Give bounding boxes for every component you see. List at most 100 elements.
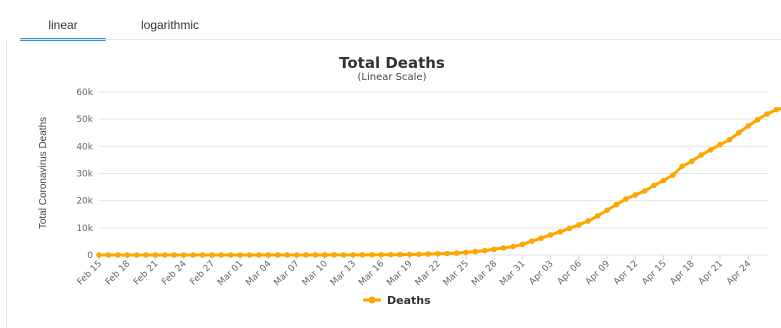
data-point[interactable]	[199, 252, 206, 258]
data-point[interactable]	[491, 246, 497, 253]
chart-border	[6, 40, 7, 328]
data-point[interactable]	[641, 188, 648, 194]
data-point[interactable]	[434, 250, 441, 257]
data-point[interactable]	[726, 137, 733, 143]
data-point[interactable]	[670, 172, 676, 178]
x-tick-label: Mar 16	[357, 259, 386, 288]
data-point[interactable]	[416, 251, 422, 258]
data-point[interactable]	[387, 251, 394, 258]
data-point[interactable]	[274, 252, 281, 258]
data-point[interactable]	[115, 252, 121, 258]
data-point[interactable]	[124, 252, 131, 258]
data-point[interactable]	[472, 248, 479, 255]
data-point[interactable]	[651, 182, 657, 189]
chart-title: Total Deaths	[339, 54, 445, 72]
data-point[interactable]	[481, 247, 488, 254]
data-point[interactable]	[265, 252, 272, 258]
data-point[interactable]	[717, 141, 723, 148]
data-point[interactable]	[585, 218, 592, 224]
data-point[interactable]	[707, 147, 714, 153]
data-point[interactable]	[105, 252, 112, 258]
data-point[interactable]	[237, 252, 243, 258]
data-point[interactable]	[566, 225, 573, 232]
data-point[interactable]	[350, 252, 356, 258]
data-point[interactable]	[754, 116, 761, 123]
data-point[interactable]	[171, 252, 178, 258]
data-point[interactable]	[594, 213, 601, 219]
data-point[interactable]	[331, 252, 338, 258]
legend-swatch-marker	[368, 296, 376, 304]
data-point[interactable]	[143, 252, 149, 258]
tab-logarithmic[interactable]: logarithmic	[140, 18, 200, 32]
data-point[interactable]	[293, 252, 300, 258]
data-point[interactable]	[246, 252, 253, 258]
data-point[interactable]	[96, 252, 102, 258]
data-point[interactable]	[735, 129, 742, 136]
tab-linear[interactable]: linear	[48, 18, 78, 32]
data-point[interactable]	[576, 222, 582, 228]
data-point[interactable]	[773, 106, 780, 113]
data-point[interactable]	[463, 249, 469, 256]
x-tick-label: Mar 01	[216, 259, 245, 288]
data-point[interactable]	[444, 250, 450, 257]
data-point[interactable]	[133, 252, 140, 258]
x-tick-label: Apr 21	[697, 259, 725, 287]
data-point[interactable]	[152, 252, 159, 258]
data-point[interactable]	[604, 207, 610, 213]
data-point[interactable]	[256, 252, 262, 258]
data-point[interactable]	[500, 245, 507, 251]
x-tick-label: Mar 25	[442, 259, 471, 288]
x-tick-label: Mar 07	[272, 259, 301, 288]
scale-tabs: linear logarithmic	[0, 0, 781, 42]
data-point[interactable]	[745, 123, 751, 129]
data-point[interactable]	[378, 251, 385, 258]
series-deaths	[96, 106, 781, 258]
data-point[interactable]	[623, 196, 629, 202]
y-axis-label: Total Coronavirus Deaths	[38, 117, 49, 229]
data-point[interactable]	[190, 252, 196, 258]
data-point[interactable]	[613, 201, 620, 208]
x-tick-label: Apr 03	[528, 259, 556, 287]
legend[interactable]: Deaths	[363, 294, 431, 307]
data-point[interactable]	[660, 177, 667, 184]
data-point[interactable]	[359, 252, 366, 258]
data-point[interactable]	[322, 252, 328, 258]
data-point[interactable]	[397, 251, 403, 258]
tabs-divider	[20, 39, 781, 40]
y-tick-label: 40k	[76, 142, 93, 152]
data-point[interactable]	[162, 252, 168, 258]
data-point[interactable]	[303, 252, 309, 258]
data-point[interactable]	[698, 152, 704, 158]
data-point[interactable]	[519, 241, 526, 248]
chart-subtitle: (Linear Scale)	[358, 72, 427, 83]
data-point[interactable]	[632, 192, 639, 198]
x-tick-label: Feb 15	[76, 259, 104, 287]
data-point[interactable]	[679, 163, 686, 169]
y-tick-label: 60k	[76, 88, 93, 98]
data-point[interactable]	[340, 252, 347, 258]
data-point[interactable]	[557, 229, 563, 235]
x-tick-label: Mar 28	[470, 259, 499, 288]
x-axis-ticks: Feb 15 Feb 18 Feb 21 Feb 24 Feb 27 Mar 01 Mar …	[76, 255, 753, 288]
series-line-deaths	[97, 107, 781, 257]
data-point[interactable]	[209, 252, 215, 258]
x-tick-label: Apr 06	[556, 259, 584, 287]
data-point[interactable]	[406, 251, 413, 258]
data-point[interactable]	[180, 252, 187, 258]
data-point[interactable]	[369, 252, 375, 258]
data-point[interactable]	[425, 251, 432, 257]
data-point[interactable]	[453, 250, 460, 256]
data-point[interactable]	[538, 235, 544, 241]
x-tick-label: Apr 12	[612, 259, 640, 287]
x-tick-label: Mar 22	[414, 259, 443, 288]
y-tick-label: 50k	[76, 115, 93, 125]
data-point[interactable]	[764, 111, 770, 117]
data-point[interactable]	[218, 252, 225, 258]
data-point[interactable]	[312, 252, 319, 258]
data-point[interactable]	[227, 252, 234, 258]
data-point[interactable]	[528, 238, 535, 244]
data-point[interactable]	[547, 232, 554, 238]
data-point[interactable]	[510, 243, 516, 250]
data-point[interactable]	[284, 252, 290, 258]
data-point[interactable]	[688, 158, 695, 165]
